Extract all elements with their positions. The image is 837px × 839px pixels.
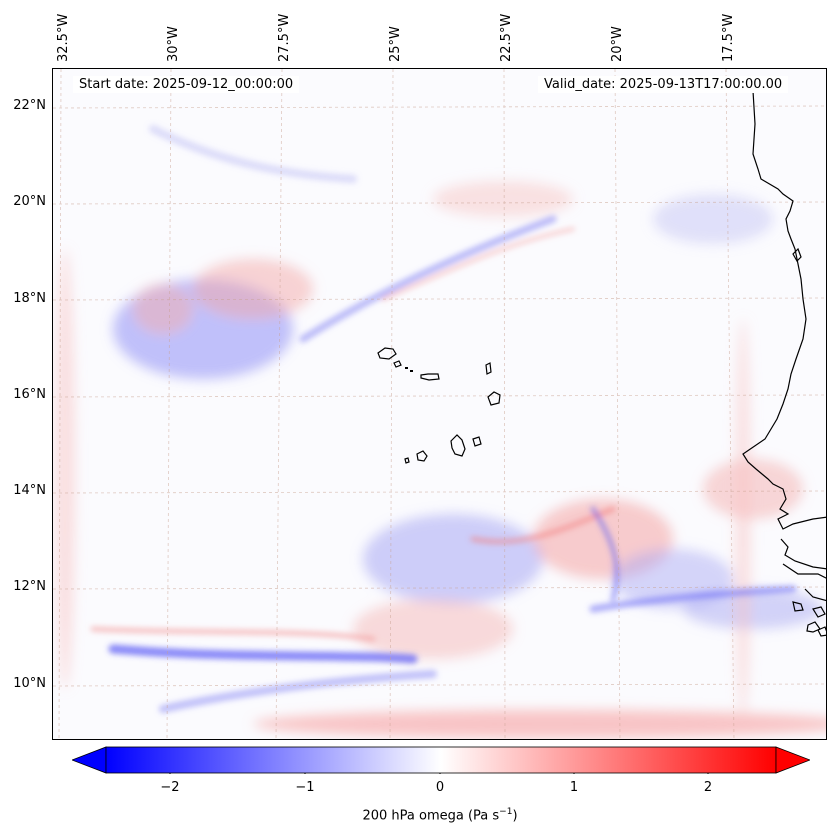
island-bissagos bbox=[817, 626, 826, 637]
descent-streak bbox=[159, 670, 437, 713]
ascent-patch bbox=[735, 319, 751, 719]
ascent-patch bbox=[703, 459, 803, 519]
map-panel[interactable] bbox=[52, 68, 827, 740]
island-arguin bbox=[792, 247, 802, 262]
ascent-patch bbox=[433, 181, 573, 217]
omega-field-map bbox=[53, 69, 826, 739]
colorbar-label-exponent: −1 bbox=[499, 807, 513, 817]
coastline-mainland bbox=[742, 90, 826, 530]
ascent-streak bbox=[90, 626, 376, 642]
descent-patch bbox=[363, 514, 543, 604]
coastline-mainland bbox=[780, 538, 826, 570]
meridian bbox=[58, 69, 62, 739]
island-maio bbox=[472, 436, 482, 447]
valid-date-label: Valid_date: 2025-09-13T17:00:00.00 bbox=[538, 76, 789, 93]
lat-label-10n: 10°N bbox=[13, 676, 46, 691]
ascent-patch bbox=[193, 259, 313, 319]
meridian bbox=[503, 69, 506, 739]
lat-label-12n: 12°N bbox=[13, 579, 46, 594]
descent-patch bbox=[653, 194, 773, 244]
parallel bbox=[53, 683, 826, 687]
descent-streak bbox=[108, 644, 418, 664]
meridian bbox=[614, 69, 621, 739]
ascent-patch bbox=[253, 710, 826, 738]
lat-label-20n: 20°N bbox=[13, 194, 46, 209]
colorbar-label-end: ) bbox=[512, 808, 518, 824]
descent-streak bbox=[590, 506, 620, 602]
start-date-label: Start date: 2025-09-12_00:00:00 bbox=[73, 76, 300, 93]
ascent-patch bbox=[353, 599, 513, 659]
gridlines bbox=[53, 69, 826, 739]
islet bbox=[410, 370, 413, 372]
colorbar-tick-label: 1 bbox=[569, 780, 579, 795]
descent-patch bbox=[683, 589, 823, 629]
lon-label-30w: 30°W bbox=[166, 26, 181, 62]
island-santiago bbox=[450, 434, 466, 457]
ascent-patch bbox=[133, 284, 193, 334]
colorbar-tick-label: 2 bbox=[703, 780, 713, 795]
omega-field bbox=[55, 181, 826, 738]
lat-label-18n: 18°N bbox=[13, 291, 46, 306]
lon-label-20w: 20°W bbox=[610, 26, 625, 62]
colorbar-label-main: 200 hPa omega (Pa s bbox=[362, 808, 500, 824]
island-brava bbox=[404, 457, 410, 464]
colorbar-ticks bbox=[169, 773, 709, 774]
meridian bbox=[275, 69, 283, 739]
colorbar-max-extend-arrow bbox=[775, 746, 810, 774]
island-sal bbox=[485, 362, 492, 375]
meridian bbox=[725, 69, 735, 739]
meridian bbox=[166, 69, 172, 739]
coastline-mainland bbox=[782, 563, 826, 579]
islet bbox=[405, 367, 408, 369]
lat-label-22n: 22°N bbox=[13, 98, 46, 113]
colorbar-gradient bbox=[105, 746, 777, 774]
descent-streak bbox=[589, 585, 797, 613]
colorbar bbox=[72, 746, 810, 774]
ascent-streak bbox=[381, 227, 575, 301]
island-bissagos bbox=[792, 601, 804, 612]
island-bissagos bbox=[806, 621, 821, 633]
coastline bbox=[742, 90, 826, 637]
island-bissagos bbox=[812, 606, 826, 618]
colorbar-tick-label: −2 bbox=[160, 780, 180, 795]
island-santo-antao bbox=[377, 347, 397, 360]
ascent-patch bbox=[55, 249, 75, 689]
island-sao-vicente bbox=[393, 360, 402, 368]
descent-streak bbox=[299, 215, 557, 343]
lon-label-22-5w: 22.5°W bbox=[499, 13, 514, 62]
omega-streaks bbox=[90, 125, 797, 713]
island-boa-vista bbox=[487, 391, 501, 406]
lon-label-17-5w: 17.5°W bbox=[721, 13, 736, 62]
islands bbox=[377, 347, 501, 464]
lon-label-32-5w: 32.5°W bbox=[56, 13, 71, 62]
lat-label-16n: 16°N bbox=[13, 387, 46, 402]
colorbar-tick-label: 0 bbox=[435, 780, 445, 795]
colorbar-tick-label: −1 bbox=[295, 780, 315, 795]
colorbar-label: 200 hPa omega (Pa s−1) bbox=[362, 807, 517, 823]
coastline-mainland bbox=[804, 588, 826, 602]
parallel bbox=[53, 105, 826, 109]
colorbar-min-extend-arrow bbox=[72, 746, 107, 774]
island-fogo bbox=[416, 450, 428, 462]
lat-label-14n: 14°N bbox=[13, 483, 46, 498]
island-sao-nicolau bbox=[420, 373, 440, 381]
descent-streak bbox=[149, 125, 357, 183]
lon-label-25w: 25°W bbox=[388, 26, 403, 62]
lon-label-27-5w: 27.5°W bbox=[277, 13, 292, 62]
meridian bbox=[389, 69, 394, 739]
islets bbox=[405, 367, 413, 372]
